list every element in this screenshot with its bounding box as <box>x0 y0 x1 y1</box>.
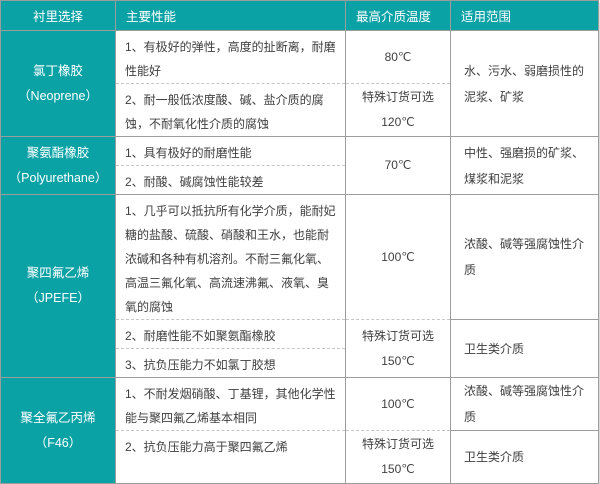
range-cell: 浓酸、碱等强腐蚀性介质 <box>450 194 599 320</box>
max-temp-cell: 100℃ <box>345 194 451 320</box>
table-row: 2、耐磨性能不如聚氨酯橡胶 特殊订货可选 150℃ 卫生类介质 <box>1 319 599 378</box>
performance-cell: 1、具有极好的耐磨性能 <box>115 136 346 166</box>
material-name: 聚四氟乙烯 <box>26 266 90 280</box>
performance-cell: 2、抗负压能力高于聚四氟乙烯 <box>115 430 346 484</box>
performance-cell: 1、几乎可以抵抗所有化学介质，能耐妃糖的盐酸、硫酸、硝酸和王水，也能耐浓碱和各种… <box>115 194 346 320</box>
material-cell-f46: 聚全氟乙丙烯 （F46） <box>0 377 116 484</box>
col-header-performance: 主要性能 <box>115 0 346 31</box>
col-header-range: 适用范围 <box>450 0 599 31</box>
material-en-name: （JPEFE） <box>26 291 90 305</box>
performance-cell: 1、有极好的弹性，高度的扯断离，耐磨性能好 <box>115 30 346 84</box>
table-row: 氯丁橡胶 （Neoprene） 1、有极好的弹性，高度的扯断离，耐磨性能好 80… <box>0 30 599 137</box>
range-cell: 卫生类介质 <box>450 319 599 378</box>
material-en-name: （Neoprene） <box>18 88 98 103</box>
range-cell: 中性、强磨损的矿浆、煤浆和泥浆 <box>450 136 599 195</box>
material-name: 氯丁橡胶 <box>32 63 83 78</box>
range-cell: 浓酸、碱等强腐蚀性介质 <box>450 377 599 431</box>
range-cell: 水、污水、弱磨损性的泥浆、矿浆 <box>450 30 599 137</box>
performance-cell: 1、不耐发烟硝酸、丁基锂，其他化学性能与聚四氟乙烯基本相同 <box>115 377 346 431</box>
col-header-lining: 衬里选择 <box>0 0 116 31</box>
material-name: 聚氨酯橡胶 <box>26 145 90 160</box>
table-row: 聚全氟乙丙烯 （F46） 1、不耐发烟硝酸、丁基锂，其他化学性能与聚四氟乙烯基本… <box>0 377 599 484</box>
material-en-name: （F46） <box>34 435 82 450</box>
table-row: 3、抗负压能力不如氯丁胶想 <box>1 348 599 378</box>
table-row: 聚氨酯橡胶 （Polyurethane） 1、具有极好的耐磨性能 70℃ 中性、… <box>0 136 599 195</box>
performance-cell: 2、耐磨性能不如聚氨酯橡胶 <box>115 319 346 349</box>
material-cell-polyurethane: 聚氨酯橡胶 （Polyurethane） <box>0 136 116 195</box>
material-en-name: （Polyurethane） <box>8 170 108 185</box>
max-temp-cell: 70℃ <box>345 136 451 195</box>
performance-cell: 2、耐酸、碱腐蚀性能较差 <box>115 165 346 195</box>
header-row: 衬里选择 主要性能 最高介质温度 适用范围 <box>0 0 599 31</box>
max-temp-cell: 特殊订货可选 150℃ <box>345 430 451 484</box>
max-temp-cell: 特殊订货可选 120℃ <box>345 83 451 137</box>
material-name: 聚全氟乙丙烯 <box>20 410 96 425</box>
table-row: 2、耐一般低浓度酸、碱、盐介质的腐蚀，不耐氧化性介质的腐蚀 特殊订货可选 120… <box>1 83 599 137</box>
max-temp-cell: 100℃ <box>345 377 451 431</box>
range-cell: 卫生类介质 <box>450 430 599 484</box>
material-cell-neoprene: 氯丁橡胶 （Neoprene） <box>0 30 116 137</box>
max-temp-cell: 特殊订货可选 150℃ <box>345 319 451 378</box>
table-row: 聚四氟乙烯 （JPEFE） 1、几乎可以抵抗所有化学介质，能耐妃糖的盐酸、硫酸、… <box>0 194 599 378</box>
col-header-max-temp: 最高介质温度 <box>345 0 451 31</box>
performance-cell: 3、抗负压能力不如氯丁胶想 <box>115 348 346 378</box>
performance-cell: 2、耐一般低浓度酸、碱、盐介质的腐蚀，不耐氧化性介质的腐蚀 <box>115 83 346 137</box>
max-temp-cell: 80℃ <box>345 30 451 84</box>
table-row: 2、耐酸、碱腐蚀性能较差 <box>1 165 599 195</box>
material-cell-jpefe: 聚四氟乙烯 （JPEFE） <box>0 194 116 378</box>
